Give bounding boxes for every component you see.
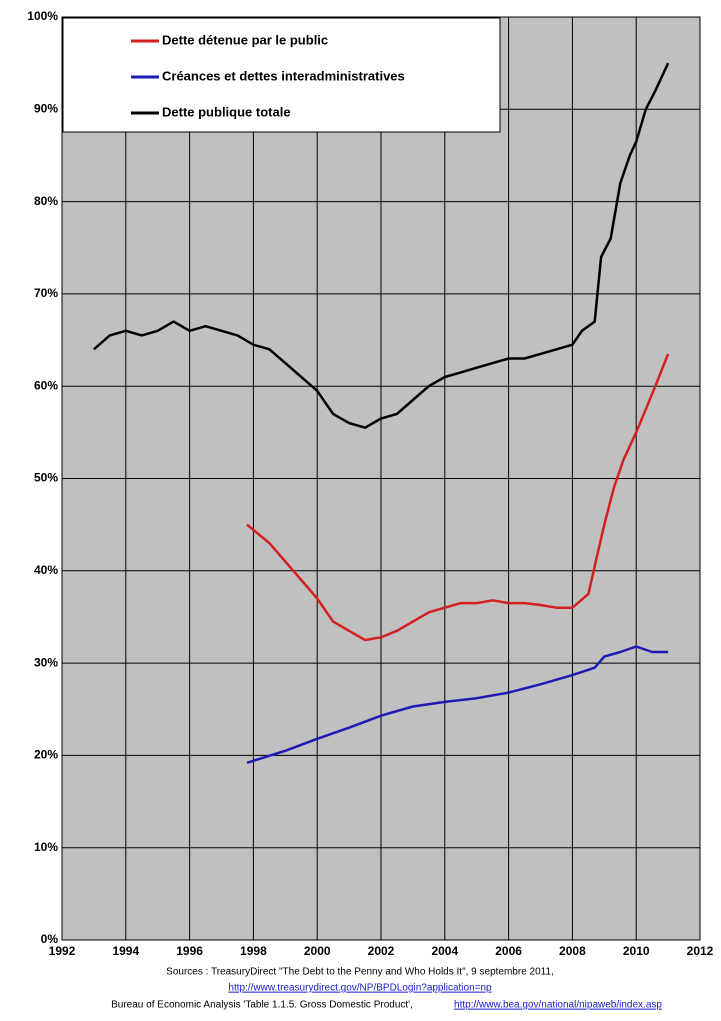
y-tick-label: 50% bbox=[34, 471, 58, 485]
data-line bbox=[246, 645, 669, 764]
y-tick-label: 90% bbox=[34, 101, 58, 115]
legend-label: Dette détenue par le public bbox=[162, 32, 328, 47]
y-tick-label: 30% bbox=[34, 655, 58, 669]
legend-label: Dette publique totale bbox=[162, 104, 291, 119]
y-tick-label: 10% bbox=[34, 840, 58, 854]
legend-label: Créances et dettes interadministratives bbox=[162, 68, 405, 83]
y-tick-label: 40% bbox=[34, 563, 58, 577]
data-line bbox=[93, 62, 670, 429]
source-text: Sources : TreasuryDirect "The Debt to th… bbox=[166, 967, 554, 978]
y-tick-label: 0% bbox=[41, 932, 59, 946]
x-tick-label: 2012 bbox=[687, 944, 714, 958]
y-tick-label: 60% bbox=[34, 378, 58, 392]
x-tick-label: 1998 bbox=[240, 944, 267, 958]
x-tick-label: 1994 bbox=[112, 944, 139, 958]
x-tick-label: 2010 bbox=[623, 944, 650, 958]
x-tick-label: 1996 bbox=[176, 944, 203, 958]
x-tick-label: 2004 bbox=[431, 944, 458, 958]
source-link[interactable]: http://www.treasurydirect.gov/NP/BPDLogi… bbox=[228, 983, 492, 994]
source-text: Bureau of Economic Analysis 'Table 1.1.5… bbox=[111, 1000, 413, 1011]
y-tick-label: 80% bbox=[34, 194, 58, 208]
x-tick-label: 1992 bbox=[49, 944, 76, 958]
x-tick-label: 2002 bbox=[368, 944, 395, 958]
source-link[interactable]: http://www.bea.gov/national/nipaweb/inde… bbox=[454, 1000, 662, 1011]
x-tick-label: 2006 bbox=[495, 944, 522, 958]
y-tick-label: 70% bbox=[34, 286, 58, 300]
y-tick-label: 100% bbox=[27, 9, 58, 23]
x-tick-label: 2000 bbox=[304, 944, 331, 958]
data-line bbox=[246, 353, 670, 642]
y-tick-label: 20% bbox=[34, 748, 58, 762]
x-tick-label: 2008 bbox=[559, 944, 586, 958]
